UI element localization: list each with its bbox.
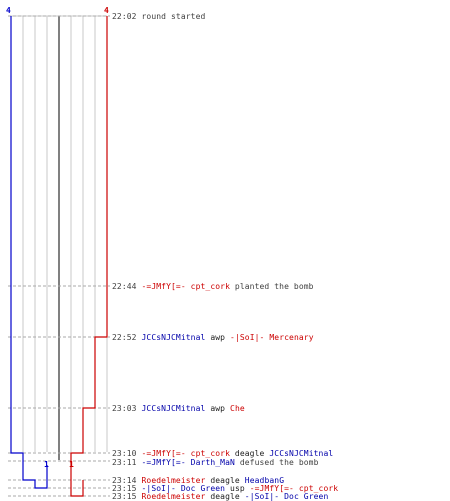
event-row-round-start: 22:02 round started (112, 12, 205, 21)
event-time: 23:11 (112, 458, 137, 467)
event-weapon: usp (225, 484, 250, 493)
event-text: round started (141, 12, 206, 21)
event-actor: -=JMfY[=- cpt_cork (141, 282, 231, 291)
event-time: 22:52 (112, 333, 137, 342)
event-killer: JCCsNJCMitnal (141, 333, 206, 342)
event-time: 23:15 (112, 484, 137, 493)
event-row-kill: 23:10 -=JMfY[=- cpt_cork deagle JCCsNJCM… (112, 449, 333, 458)
ct-start-count: 4 (6, 6, 11, 15)
event-victim: -|SoI|- Mercenary (230, 333, 314, 342)
event-row-kill: 23:14 Roedelmeister deagle HeadbanG (112, 476, 284, 485)
t-alive-line (70, 16, 108, 497)
event-victim: -|SoI|- Doc Green (244, 492, 329, 501)
player-grid-lines (10, 15, 108, 460)
event-killer: -=JMfY[=- cpt_cork (141, 449, 231, 458)
event-weapon: awp (205, 404, 231, 413)
event-row-kill: 23:03 JCCsNJCMitnal awp Che (112, 404, 245, 413)
event-time: 23:10 (112, 449, 137, 458)
event-time: 22:44 (112, 282, 137, 291)
t-start-count: 4 (104, 6, 109, 15)
ct-mid-count: 1 (44, 460, 49, 469)
event-row-kill: 22:52 JCCsNJCMitnal awp -|SoI|- Mercenar… (112, 333, 314, 342)
event-text: planted the bomb (230, 282, 314, 291)
event-row-kill: 23:15 -|SoI|- Doc Green usp -=JMfY[=- cp… (112, 484, 338, 493)
event-time: 23:15 (112, 492, 137, 501)
event-weapon: deagle (205, 492, 245, 501)
event-weapon: awp (205, 333, 231, 342)
event-victim: Che (230, 404, 245, 413)
event-row-bomb-planted: 22:44 -=JMfY[=- cpt_cork planted the bom… (112, 282, 314, 291)
ct-alive-line (10, 16, 48, 489)
event-killer: JCCsNJCMitnal (141, 404, 206, 413)
team-alive-lines (10, 16, 108, 497)
t-mid-count: 1 (69, 460, 74, 469)
event-killer: Roedelmeister (141, 476, 206, 485)
event-victim: HeadbanG (244, 476, 285, 485)
event-victim: -=JMfY[=- cpt_cork (249, 484, 339, 493)
event-actor: -=JMfY[=- Darth_MaN (141, 458, 235, 467)
event-text: defused the bomb (234, 458, 319, 467)
event-killer: Roedelmeister (141, 492, 206, 501)
event-time: 22:02 (112, 12, 137, 21)
event-weapon: deagle (205, 476, 245, 485)
event-victim: JCCsNJCMitnal (269, 449, 334, 458)
event-row-kill: 23:15 Roedelmeister deagle -|SoI|- Doc G… (112, 492, 328, 501)
event-weapon: deagle (230, 449, 270, 458)
event-time: 23:14 (112, 476, 137, 485)
event-killer: -|SoI|- Doc Green (141, 484, 226, 493)
event-row-bomb-defused: 23:11 -=JMfY[=- Darth_MaN defused the bo… (112, 458, 319, 467)
event-time: 23:03 (112, 404, 137, 413)
